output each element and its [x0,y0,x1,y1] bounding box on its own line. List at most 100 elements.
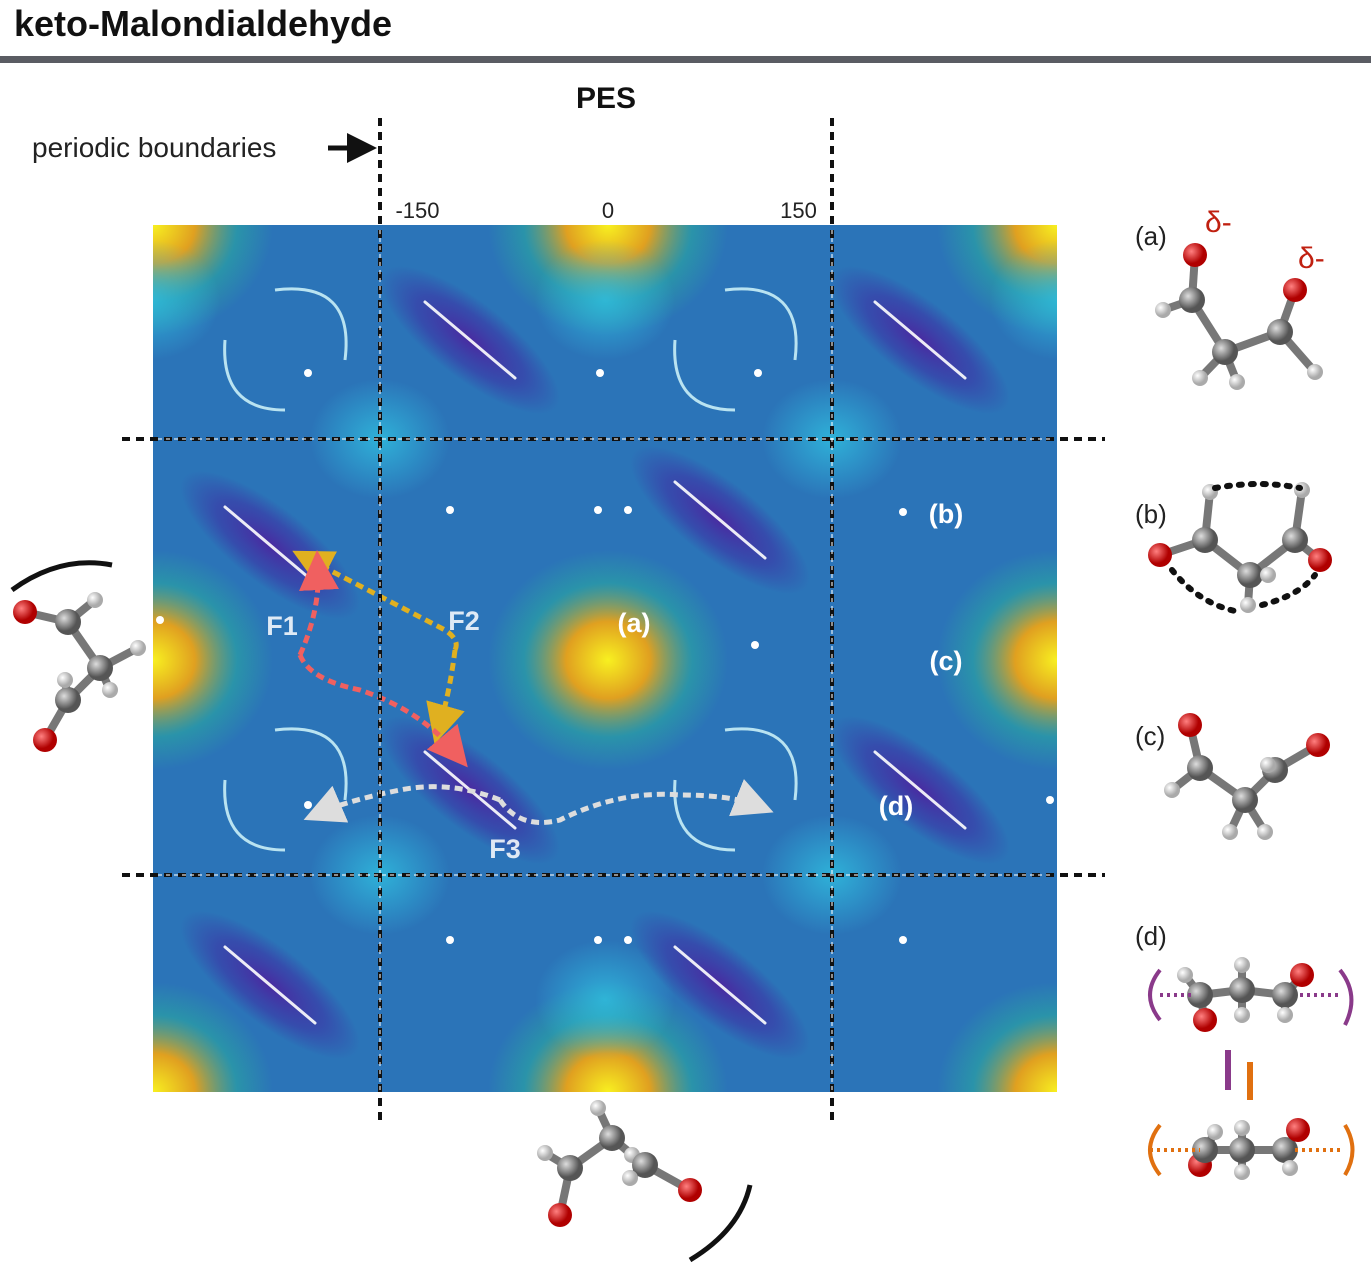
minimum-streak [423,300,517,380]
atom [1283,278,1307,302]
atom [1290,963,1314,987]
title-rule [0,56,1371,63]
atom [678,1178,702,1202]
atom [1282,527,1308,553]
ridge [673,339,736,412]
charge-label: δ- [1205,206,1232,239]
molecule [1155,243,1323,390]
ridge [724,287,798,361]
ridge [223,339,286,412]
stationary-point [446,506,454,514]
stationary-point [751,641,759,649]
structure-label: (c) [1135,721,1165,751]
atom [55,609,81,635]
stationary-point [624,936,632,944]
atom [1257,824,1273,840]
stationary-point [594,936,602,944]
axis-tick-label: 150 [780,198,817,223]
structure-label: (a) [1135,221,1167,251]
minimum-streak [673,480,767,560]
atom [1179,287,1205,313]
atom [1177,967,1193,983]
region-label: (c) [930,646,963,676]
molecule [1164,713,1330,840]
teal-region [535,940,675,1060]
atom [1178,713,1202,737]
atom [1193,1008,1217,1032]
atom [1267,319,1293,345]
atom [1306,733,1330,757]
molecule [1148,482,1332,613]
atom [557,1155,583,1181]
region-label: (a) [618,608,651,638]
atom [548,1203,572,1227]
path-label: F1 [266,611,298,641]
atom [1148,543,1172,567]
atom [1308,548,1332,572]
rotation-ring [688,1184,753,1263]
atom [1277,1007,1293,1023]
atom [1260,567,1276,583]
atom [1240,597,1256,613]
atom [1229,977,1255,1003]
energy-maximum [937,982,1057,1092]
path-label: F3 [489,834,521,864]
atom [1286,1118,1310,1142]
paths [292,550,774,825]
page-title: keto-Malondialdehyde [14,3,392,44]
stationary-point [899,508,907,516]
atom [1229,374,1245,390]
hbond [1212,481,1303,491]
atom [632,1152,658,1178]
rotation-arrow [1148,1123,1355,1177]
atom [590,1100,606,1116]
ridge [274,727,348,801]
teal-region [535,240,675,360]
stationary-point [446,936,454,944]
atom [1237,562,1263,588]
atom [1234,1164,1250,1180]
minimum-streak [873,750,967,830]
structure-label: (d) [1135,921,1167,951]
minimum-streak [673,945,767,1025]
energy-maximum [937,550,1057,770]
region-label: (d) [879,791,913,821]
atom [1234,1120,1250,1136]
atom [1232,787,1258,813]
hbond [1169,567,1318,615]
rotation-arrow [1148,968,1354,1026]
axis-tick-label: 0 [602,198,614,223]
atom [599,1125,625,1151]
energy-maximum [153,550,273,770]
atom [102,682,118,698]
molecule [1188,1118,1310,1180]
atom [1187,755,1213,781]
stationary-point [899,936,907,944]
atom [1272,982,1298,1008]
atom [1187,982,1213,1008]
stationary-point [594,506,602,514]
molecule [13,592,146,752]
stationary-point [156,616,164,624]
pes-map [0,225,1057,1092]
atom [1229,1137,1255,1163]
atom [537,1145,553,1161]
teal-region [990,240,1057,360]
atom [1192,527,1218,553]
stationary-point [596,369,604,377]
energy-maximum [488,550,728,770]
atom [1155,302,1171,318]
atom [1272,1137,1298,1163]
atom [1222,824,1238,840]
atom [1183,243,1207,267]
minimum-streak [873,300,967,380]
atom [1307,364,1323,380]
atom [1260,757,1276,773]
atom [87,655,113,681]
energy-minimum [0,242,130,437]
minimum-streak [223,945,317,1025]
energy-maximum [153,982,273,1092]
atom [130,640,146,656]
minimum-streak [0,302,65,378]
